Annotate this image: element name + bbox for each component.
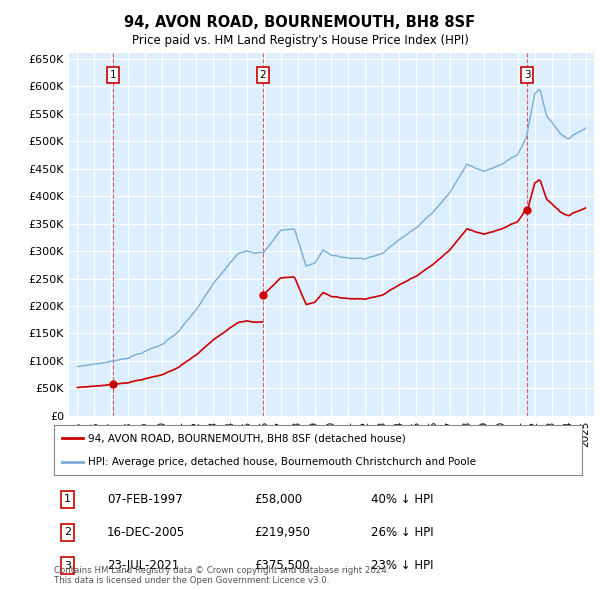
Text: 2: 2 [260, 70, 266, 80]
Text: 3: 3 [524, 70, 530, 80]
Text: £58,000: £58,000 [254, 493, 303, 506]
Text: 26% ↓ HPI: 26% ↓ HPI [371, 526, 433, 539]
Text: Price paid vs. HM Land Registry's House Price Index (HPI): Price paid vs. HM Land Registry's House … [131, 34, 469, 47]
Text: £219,950: £219,950 [254, 526, 311, 539]
Text: 2: 2 [64, 527, 71, 537]
Text: 23% ↓ HPI: 23% ↓ HPI [371, 559, 433, 572]
Text: 94, AVON ROAD, BOURNEMOUTH, BH8 8SF: 94, AVON ROAD, BOURNEMOUTH, BH8 8SF [124, 15, 476, 30]
Text: 1: 1 [110, 70, 116, 80]
Text: 94, AVON ROAD, BOURNEMOUTH, BH8 8SF (detached house): 94, AVON ROAD, BOURNEMOUTH, BH8 8SF (det… [88, 433, 406, 443]
Text: 1: 1 [64, 494, 71, 504]
Text: 3: 3 [64, 560, 71, 571]
Text: 07-FEB-1997: 07-FEB-1997 [107, 493, 182, 506]
Text: Contains HM Land Registry data © Crown copyright and database right 2024.
This d: Contains HM Land Registry data © Crown c… [54, 566, 389, 585]
Text: 16-DEC-2005: 16-DEC-2005 [107, 526, 185, 539]
Text: HPI: Average price, detached house, Bournemouth Christchurch and Poole: HPI: Average price, detached house, Bour… [88, 457, 476, 467]
Text: £375,500: £375,500 [254, 559, 310, 572]
Text: 23-JUL-2021: 23-JUL-2021 [107, 559, 179, 572]
Text: 40% ↓ HPI: 40% ↓ HPI [371, 493, 433, 506]
